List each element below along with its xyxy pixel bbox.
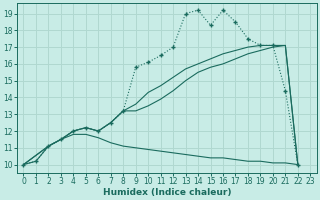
X-axis label: Humidex (Indice chaleur): Humidex (Indice chaleur): [103, 188, 231, 197]
